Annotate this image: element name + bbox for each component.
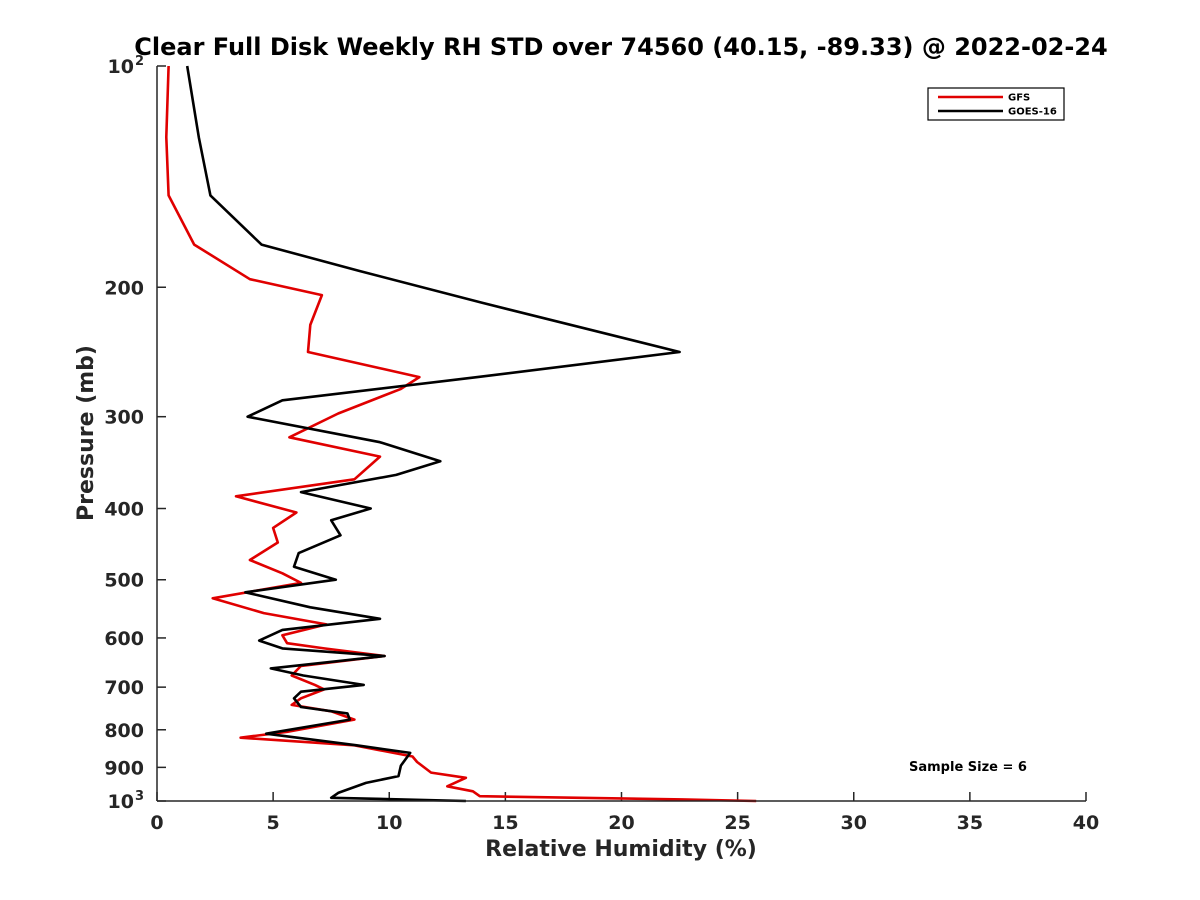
y-tick-label: 800 (104, 720, 144, 742)
y-tick-label: 600 (104, 628, 144, 650)
y-tick-exponent: 2 (135, 54, 144, 69)
y-tick-label: 700 (104, 677, 144, 699)
y-tick-label: 10 (108, 791, 134, 813)
y-tick-label: 900 (104, 757, 144, 779)
x-tick-label: 40 (1073, 812, 1099, 834)
legend-label-gfs: GFS (1008, 93, 1030, 104)
sample-size-annotation: Sample Size = 6 (909, 760, 1027, 775)
y-tick-label: 10 (108, 56, 134, 78)
y-axis-label: Pressure (mb) (74, 345, 99, 521)
series-line-goes-16 (185, 65, 681, 803)
series-layer (165, 65, 757, 803)
y-tick-exponent: 3 (135, 789, 144, 804)
legend-label-goes-16: GOES-16 (1008, 107, 1057, 118)
x-tick-label: 35 (957, 812, 983, 834)
x-tick-label: 25 (724, 812, 750, 834)
legend-box (927, 87, 1065, 121)
x-axis-label: Relative Humidity (%) (485, 837, 757, 862)
x-tick-label: 0 (150, 812, 163, 834)
x-tick-label: 30 (841, 812, 867, 834)
x-tick-label: 5 (267, 812, 280, 834)
y-tick-label: 200 (104, 277, 144, 299)
y-tick-label: 400 (104, 499, 144, 521)
legend: GFS GOES-16 (927, 87, 1065, 121)
y-tick-label: 300 (104, 407, 144, 429)
x-tick-label: 15 (492, 812, 518, 834)
x-tick-label: 20 (608, 812, 634, 834)
x-tick-label: 10 (376, 812, 402, 834)
y-tick-label: 500 (104, 570, 144, 592)
series-line-gfs (165, 65, 757, 803)
chart-title: Clear Full Disk Weekly RH STD over 74560… (134, 33, 1107, 61)
